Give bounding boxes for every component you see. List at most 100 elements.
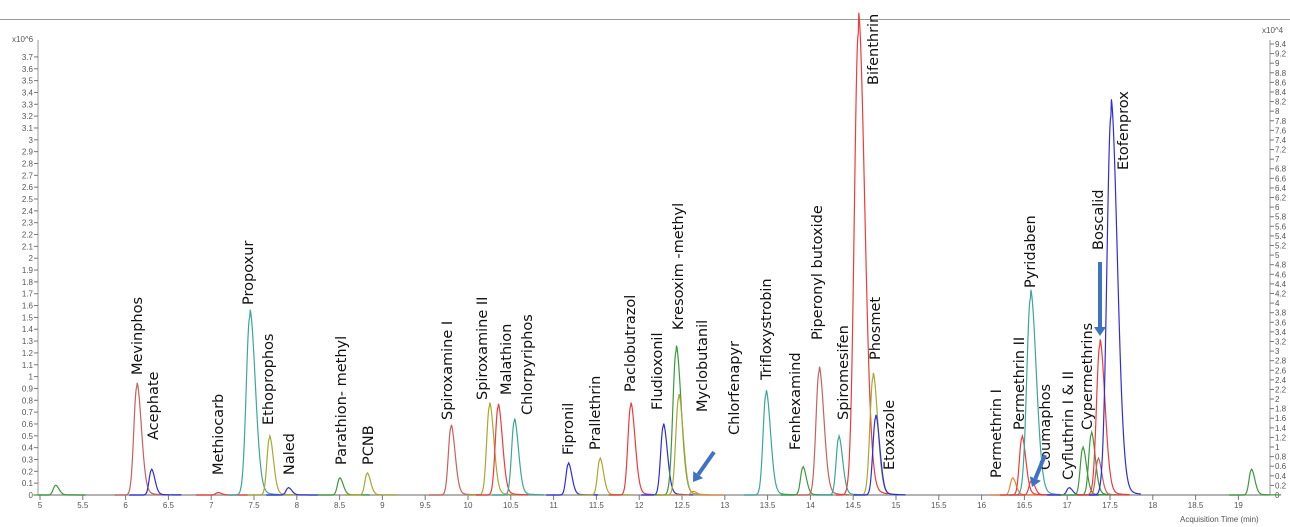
peak-prallethrin bbox=[577, 456, 630, 496]
left-y-tick-label: 2.8 bbox=[22, 159, 34, 168]
left-y-tick-label: 0.8 bbox=[22, 396, 34, 405]
compound-label: Ethoprophos bbox=[261, 334, 277, 425]
right-y-tick-label: 5 bbox=[1275, 251, 1280, 260]
arrow-shaft-chlorfenapyr bbox=[696, 450, 716, 476]
left-y-tick-label: 3.2 bbox=[22, 112, 34, 121]
compound-label: Fipronil bbox=[561, 403, 577, 455]
left-y-tick-label: 2.6 bbox=[22, 183, 34, 192]
left-y-tick-label: 3 bbox=[29, 136, 34, 145]
compound-label: Parathion- methyl bbox=[334, 336, 350, 465]
x-tick-label: 14.5 bbox=[845, 501, 861, 510]
x-tick-label: 12 bbox=[635, 501, 644, 510]
right-y-tick-label: 2.2 bbox=[1275, 385, 1287, 394]
left-y-tick-label: 1.8 bbox=[22, 278, 34, 287]
x-tick-label: 16.5 bbox=[1017, 501, 1033, 510]
arrow-head-chlorfenapyr bbox=[693, 471, 704, 482]
right-y-tick-label: 6.2 bbox=[1275, 194, 1287, 203]
peak-permethrin-i bbox=[990, 476, 1043, 496]
right-y-tick-label: 9.2 bbox=[1275, 50, 1287, 59]
axes: 5 5.5 6 6.5 7 7.5 8 8.5 9 9.5 10 10.5 11 11.5 12 12.5 13… bbox=[22, 40, 1287, 510]
peak-propoxur bbox=[227, 309, 280, 496]
right-y-tick-label: 6.4 bbox=[1275, 184, 1287, 193]
right-y-tick-label: 1.8 bbox=[1275, 405, 1287, 414]
left-y-tick-label: 2.9 bbox=[22, 148, 34, 157]
right-y-tick-label: 7.2 bbox=[1275, 146, 1287, 155]
compound-label: Fenhexamind bbox=[788, 352, 804, 450]
compound-label: Malathion bbox=[499, 324, 515, 395]
right-y-tick-label: 1.2 bbox=[1275, 433, 1287, 442]
left-y-tick-label: 1.3 bbox=[22, 337, 34, 346]
x-tick-label: 10 bbox=[464, 501, 473, 510]
peak-ethoprophos bbox=[247, 433, 300, 496]
compound-label: Etoxazole bbox=[882, 400, 898, 470]
right-y-tick-label: 2.4 bbox=[1275, 376, 1287, 385]
right-y-tick-label: 8.2 bbox=[1275, 98, 1287, 107]
x-tick-label: 13.5 bbox=[760, 501, 776, 510]
peak-mevinphos bbox=[114, 382, 167, 496]
peak-paclobutrazol bbox=[608, 402, 661, 496]
left-y-tick-label: 2.5 bbox=[22, 195, 34, 204]
right-y-tick-label: 8.8 bbox=[1275, 69, 1287, 78]
x-axis-label: Acquisition Time (min) bbox=[1180, 515, 1259, 524]
left-y-tick-label: 3.7 bbox=[22, 53, 34, 62]
right-y-tick-label: 8.4 bbox=[1275, 88, 1287, 97]
right-y-tick-label: 0.4 bbox=[1275, 472, 1287, 481]
right-y-tick-label: 5.6 bbox=[1275, 222, 1287, 231]
left-y-tick-label: 2 bbox=[29, 254, 34, 263]
x-tick-label: 7 bbox=[209, 501, 214, 510]
x-tick-label: 15.5 bbox=[931, 501, 947, 510]
right-y-tick-label: 4 bbox=[1275, 299, 1280, 308]
x-tick-label: 12.5 bbox=[674, 501, 690, 510]
right-y-tick-label: 0.2 bbox=[1275, 481, 1287, 490]
left-y-tick-label: 2.7 bbox=[22, 171, 34, 180]
left-y-tick-label: 2.4 bbox=[22, 207, 34, 216]
arrow-head-boscalid bbox=[1094, 327, 1106, 336]
left-y-tick-label: 0.6 bbox=[22, 420, 34, 429]
compound-label: Naled bbox=[282, 433, 298, 475]
x-tick-label: 11.5 bbox=[589, 501, 605, 510]
right-y-tick-label: 4.2 bbox=[1275, 289, 1287, 298]
compound-label: Prallethrin bbox=[588, 376, 604, 450]
right-y-tick-label: 4.8 bbox=[1275, 261, 1287, 270]
left-y-tick-label: 1.1 bbox=[22, 361, 34, 370]
compound-label: Permethrin II bbox=[1012, 337, 1028, 430]
compound-label: Boscalid bbox=[1091, 190, 1107, 251]
x-tick-label: 7.5 bbox=[248, 501, 260, 510]
x-tick-label: 8 bbox=[295, 501, 300, 510]
peak-acephate bbox=[129, 468, 182, 496]
left-y-tick-label: 0.7 bbox=[22, 408, 34, 417]
right-y-tick-label: 5.8 bbox=[1275, 213, 1287, 222]
right-y-tick-label: 2.6 bbox=[1275, 366, 1287, 375]
right-y-tick-label: 6 bbox=[1275, 203, 1280, 212]
arrow-head-coumaphos bbox=[1029, 476, 1041, 487]
compound-label: Mevinphos bbox=[130, 297, 146, 375]
x-tick-label: 5.5 bbox=[77, 501, 89, 510]
right-y-tick-label: 1 bbox=[1275, 443, 1280, 452]
peaks bbox=[33, 12, 1282, 496]
left-y-tick-label: 3.6 bbox=[22, 65, 34, 74]
right-y-tick-label: 2 bbox=[1275, 395, 1280, 404]
x-tick-label: 18 bbox=[1148, 501, 1157, 510]
right-y-tick-label: 3 bbox=[1275, 347, 1280, 356]
compound-label: Spiroxamine I bbox=[440, 321, 456, 420]
left-y-tick-label: 1.9 bbox=[22, 266, 34, 275]
peak-parathion-methyl bbox=[317, 476, 370, 496]
right-y-tick-label: 7.8 bbox=[1275, 117, 1287, 126]
compound-label: Spiromesifen bbox=[836, 325, 852, 420]
right-y-tick-label: 8.6 bbox=[1275, 78, 1287, 87]
left-y-tick-label: 0.2 bbox=[22, 467, 34, 476]
right-y-tick-label: 2.8 bbox=[1275, 357, 1287, 366]
x-tick-label: 11 bbox=[549, 501, 558, 510]
x-tick-label: 9.5 bbox=[420, 501, 432, 510]
compound-label: Piperonyl butoxide bbox=[810, 205, 826, 340]
left-y-tick-label: 1.4 bbox=[22, 325, 34, 334]
right-y-tick-label: 3.4 bbox=[1275, 328, 1287, 337]
peak-unlabeled bbox=[1229, 468, 1282, 496]
compound-label: Cyfluthrin I & II bbox=[1061, 371, 1077, 480]
compound-label: Bifenthrin bbox=[866, 14, 882, 85]
left-y-tick-label: 0.4 bbox=[22, 444, 34, 453]
compound-label: Fludioxonil bbox=[650, 333, 666, 410]
left-y-tick-label: 1.5 bbox=[22, 313, 34, 322]
right-y-tick-label: 5.2 bbox=[1275, 242, 1287, 251]
